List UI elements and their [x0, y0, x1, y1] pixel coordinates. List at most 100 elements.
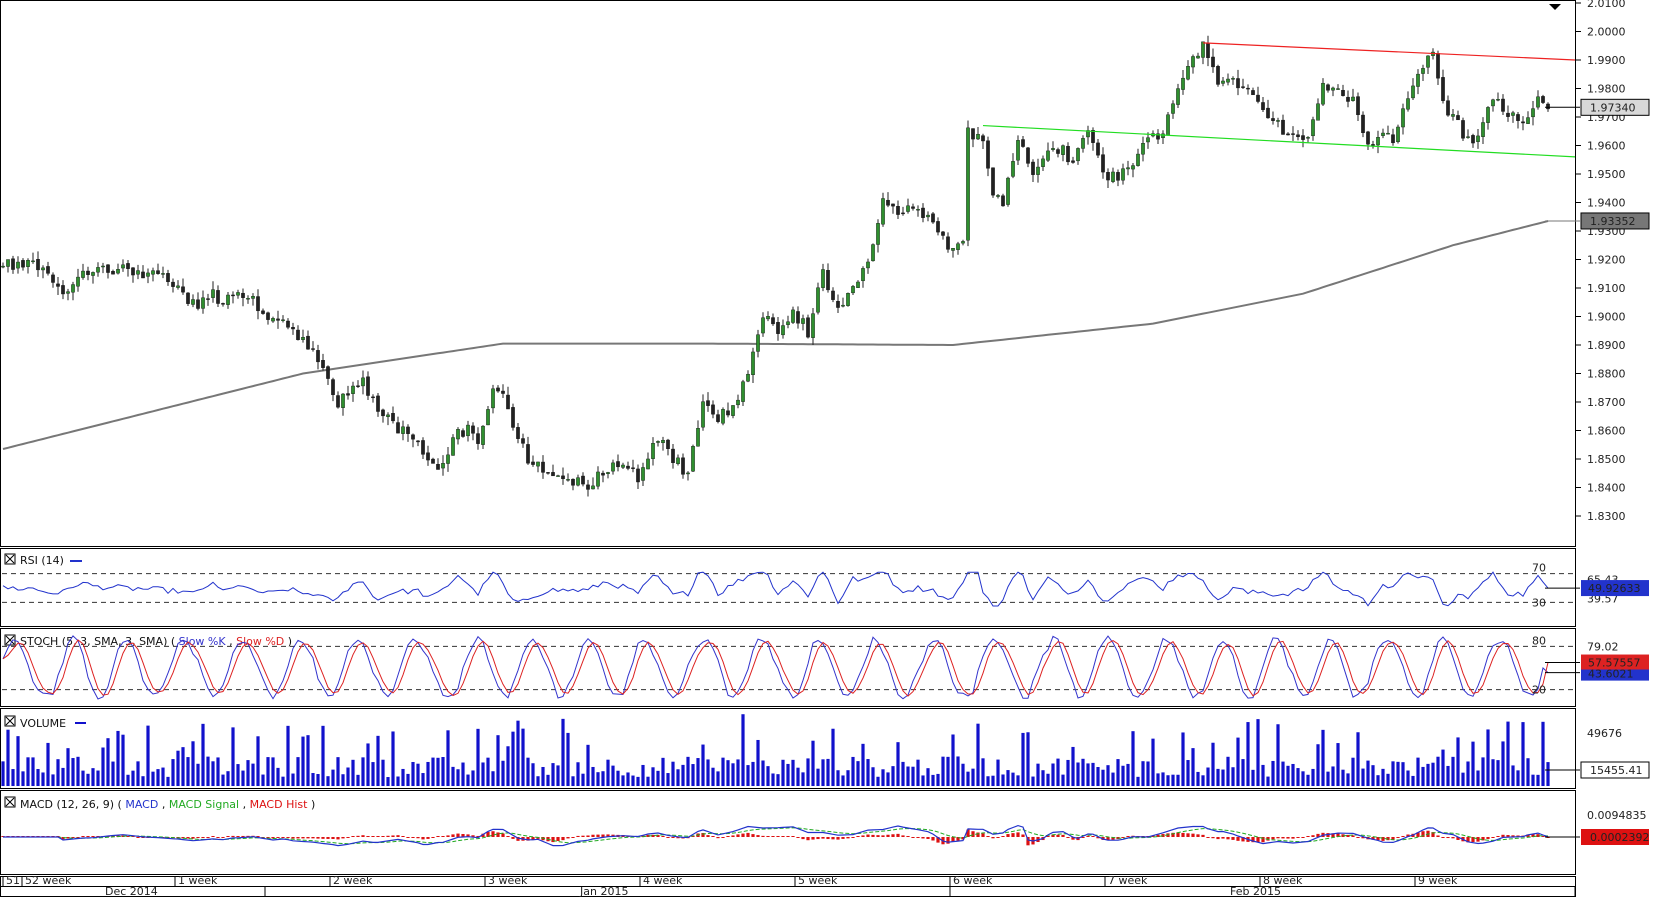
candle-body: [626, 465, 630, 469]
volume-bar: [1036, 763, 1040, 786]
macd-hist-bar: [1526, 834, 1530, 837]
macd-hist-bar: [761, 835, 765, 837]
candle-body: [71, 284, 75, 293]
volume-bar: [271, 757, 275, 786]
macd-hist-bar: [766, 836, 770, 837]
macd-hist-bar: [1236, 837, 1240, 841]
volume-bar: [601, 771, 605, 786]
macd-hist-bar: [1181, 832, 1185, 837]
price-tick-label: 1.8600: [1587, 425, 1626, 438]
macd-hist-bar: [931, 837, 935, 841]
macd-hist-bar: [746, 832, 750, 837]
macd-hist-bar: [856, 836, 860, 837]
volume-bar: [116, 730, 120, 786]
volume-bar: [566, 732, 570, 786]
candle-body: [201, 297, 205, 309]
volume-bar: [851, 756, 855, 786]
volume-bar: [1441, 749, 1445, 786]
candle-body: [621, 464, 625, 468]
week-label: 4 week: [643, 874, 683, 887]
volume-bar: [106, 738, 110, 786]
candle-body: [316, 350, 320, 363]
price-tick-label: 1.9000: [1587, 311, 1626, 324]
candle-body: [1146, 137, 1150, 143]
volume-bar: [366, 743, 370, 786]
candle-body: [846, 293, 850, 306]
macd-current-box: [1581, 829, 1649, 845]
candle-body: [376, 395, 380, 412]
volume-bar: [761, 760, 765, 786]
macd-hist-bar: [81, 836, 85, 837]
candle-body: [746, 373, 750, 382]
volume-bar: [1086, 763, 1090, 786]
volume-bar: [286, 725, 290, 786]
candle-body: [1546, 103, 1550, 110]
rsi-level-label: 70: [1532, 562, 1546, 575]
candle-body: [776, 322, 780, 334]
macd-hist-bar: [711, 836, 715, 837]
volume-bar: [1161, 772, 1165, 786]
volume-bar: [1206, 767, 1210, 786]
candle-body: [586, 484, 590, 490]
price-panel[interactable]: 2.01002.00001.99001.98001.97001.96001.95…: [0, 0, 1650, 547]
volume-panel[interactable]: VOLUME 49676 15455.41: [0, 708, 1650, 789]
macd-hist-bar: [716, 837, 720, 839]
macd-hist-bar: [956, 837, 960, 841]
volume-bar: [981, 758, 985, 786]
macd-hist-bar: [281, 837, 285, 838]
candle-body: [1371, 144, 1375, 146]
macd-hist-bar: [876, 835, 880, 837]
volume-bar: [696, 758, 700, 786]
macd-hist-bar: [531, 837, 535, 840]
volume-bar: [836, 770, 840, 786]
macd-hist-bar: [706, 835, 710, 837]
macd-hist-bar: [1151, 835, 1155, 837]
candle-body: [1261, 102, 1265, 110]
volume-bar: [581, 773, 585, 786]
volume-bar: [1076, 762, 1080, 786]
candle-body: [1091, 130, 1095, 143]
macd-hist-bar: [1376, 837, 1380, 841]
macd-hist-bar: [406, 837, 410, 838]
candle-body: [36, 258, 40, 271]
volume-bar: [671, 761, 675, 786]
volume-bar: [616, 770, 620, 786]
volume-bar: [976, 723, 980, 786]
candle-body: [741, 381, 745, 402]
week-label: 8 week: [1263, 874, 1303, 887]
candle-body: [501, 390, 505, 394]
stoch-panel[interactable]: STOCH (5, 3, SMA, 3, SMA) ( Slow %K , Sl…: [0, 628, 1650, 707]
volume-bar: [456, 769, 460, 786]
volume-bar: [921, 775, 925, 786]
macd-panel[interactable]: MACD (12, 26, 9) ( MACD , MACD Signal , …: [0, 790, 1650, 875]
macd-hist-bar: [1416, 832, 1420, 837]
candle-body: [486, 409, 490, 426]
macd-hist-bar: [771, 836, 775, 837]
volume-bar: [161, 767, 165, 786]
volume-current-label: 15455.41: [1590, 764, 1643, 777]
price-tick-label: 1.8400: [1587, 482, 1626, 495]
macd-hist-bar: [1256, 837, 1260, 843]
candle-body: [1301, 135, 1305, 140]
volume-bar: [76, 756, 80, 786]
volume-bar: [726, 760, 730, 786]
candle-body: [1161, 133, 1165, 139]
candle-body: [1251, 90, 1255, 96]
macd-hist-bar: [1156, 834, 1160, 837]
candle-body: [1016, 140, 1020, 161]
candle-body: [321, 360, 325, 368]
candle-body: [1521, 121, 1525, 124]
volume-bar: [1246, 722, 1250, 786]
macd-hist-bar: [911, 837, 915, 838]
macd-hist-bar: [836, 837, 840, 840]
macd-hist-bar: [851, 837, 855, 838]
scroll-marker-icon[interactable]: [1549, 4, 1561, 10]
volume-bar: [846, 770, 850, 786]
macd-hist-bar: [246, 835, 250, 837]
volume-bar: [371, 762, 375, 786]
macd-hist-bar: [1301, 837, 1305, 838]
volume-bar: [51, 774, 55, 786]
channel-upper-line: [1202, 42, 1576, 61]
